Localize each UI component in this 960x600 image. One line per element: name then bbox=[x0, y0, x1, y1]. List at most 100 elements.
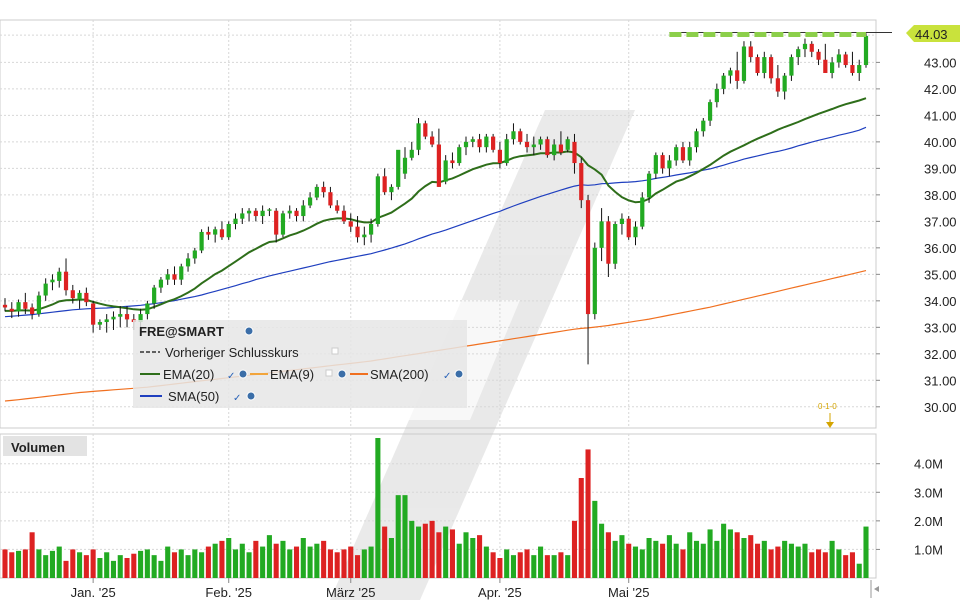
volume-bar bbox=[782, 540, 788, 578]
legend-sma200-check-icon[interactable]: ✓ bbox=[443, 371, 451, 382]
legend-prev-close-checkbox[interactable] bbox=[331, 347, 339, 355]
volume-bar bbox=[63, 560, 69, 578]
candle-body bbox=[23, 302, 28, 309]
candlesticks bbox=[2, 33, 869, 365]
candle-body bbox=[823, 59, 828, 73]
volume-bar bbox=[822, 552, 828, 578]
sma50-line bbox=[4, 126, 867, 318]
legend-ema9-checkbox[interactable] bbox=[325, 369, 333, 377]
volume-bar bbox=[524, 549, 530, 578]
candle-body bbox=[104, 319, 109, 323]
candle-body bbox=[30, 307, 35, 315]
volume-bar bbox=[266, 535, 272, 578]
legend-ema9-globe-icon[interactable] bbox=[337, 369, 347, 379]
candle-body bbox=[796, 49, 801, 58]
legend-item-ema9: EMA(9) bbox=[270, 367, 314, 382]
price-tick-label: 42.00 bbox=[924, 82, 957, 97]
candle-body bbox=[599, 221, 604, 248]
legend-ema20-check-icon[interactable]: ✓ bbox=[227, 371, 235, 382]
volume-bar bbox=[687, 532, 693, 578]
volume-bar bbox=[558, 552, 564, 578]
candle-body bbox=[63, 271, 69, 291]
candle-body bbox=[2, 304, 8, 308]
volume-panel-title: Volumen bbox=[11, 440, 65, 455]
volume-tick-label: 4.0M bbox=[914, 457, 943, 472]
volume-bar bbox=[178, 549, 184, 578]
candle-body bbox=[518, 131, 523, 142]
volume-bar bbox=[463, 532, 469, 578]
volume-bar bbox=[341, 549, 347, 578]
candle-body bbox=[857, 65, 862, 73]
volume-bar bbox=[422, 523, 428, 578]
legend-sma50-globe-icon[interactable] bbox=[246, 391, 256, 401]
volume-bar bbox=[477, 535, 483, 578]
volume-bar bbox=[22, 549, 28, 578]
price-tick-label: 33.00 bbox=[924, 320, 957, 335]
candle-body bbox=[524, 141, 530, 148]
volume-bar bbox=[714, 540, 720, 578]
legend-title: FRE@SMART bbox=[139, 324, 224, 339]
volume-bar bbox=[565, 555, 571, 578]
volume-bar bbox=[856, 563, 862, 578]
candle-body bbox=[653, 155, 658, 174]
candle-body bbox=[477, 139, 482, 148]
legend-sma200-globe-icon[interactable] bbox=[454, 369, 464, 379]
volume-bar bbox=[470, 538, 476, 578]
candle-body bbox=[633, 226, 638, 238]
volume-bar bbox=[239, 543, 245, 578]
volume-bar bbox=[517, 552, 523, 578]
volume-bar bbox=[741, 538, 747, 578]
volume-bar bbox=[97, 558, 103, 578]
volume-bar bbox=[375, 438, 381, 578]
volume-bar bbox=[49, 550, 55, 578]
volume-bar bbox=[707, 529, 713, 578]
candle-body bbox=[741, 46, 747, 81]
candle-body bbox=[538, 139, 543, 145]
candle-body bbox=[504, 139, 509, 164]
volume-bar bbox=[43, 555, 49, 578]
candle-body bbox=[775, 78, 780, 92]
volume-bar bbox=[77, 552, 83, 578]
candle-body bbox=[77, 292, 82, 300]
volume-bar bbox=[449, 529, 455, 578]
candle-body bbox=[314, 186, 319, 198]
volume-bar bbox=[388, 538, 394, 578]
price-tick-label: 34.00 bbox=[924, 294, 957, 309]
volume-bar bbox=[666, 535, 672, 578]
candle-body bbox=[646, 173, 652, 198]
candle-body bbox=[124, 314, 130, 320]
candle-body bbox=[253, 210, 258, 217]
volume-bar bbox=[273, 543, 279, 578]
volume-bar bbox=[260, 546, 266, 578]
volume-bar bbox=[843, 555, 849, 578]
candle-body bbox=[484, 136, 489, 148]
candle-body bbox=[219, 229, 225, 238]
ema20-line bbox=[5, 97, 867, 312]
volume-bar bbox=[29, 532, 35, 578]
volume-bar bbox=[443, 526, 449, 578]
last-price-tag: 44.03 bbox=[906, 25, 960, 42]
legend-sma50-check-icon[interactable]: ✓ bbox=[233, 393, 241, 404]
volume-bar bbox=[361, 549, 367, 578]
volume-bar bbox=[409, 520, 415, 578]
legend-ema20-globe-icon[interactable] bbox=[238, 369, 248, 379]
volume-bar bbox=[138, 550, 144, 578]
candle-body bbox=[667, 160, 672, 169]
candle-body bbox=[701, 120, 706, 132]
volume-bar bbox=[836, 549, 842, 578]
x-tick-label: Jan. '25 bbox=[71, 585, 116, 600]
scroll-right-icon[interactable] bbox=[870, 580, 879, 598]
volume-bar bbox=[36, 549, 42, 578]
volume-bar bbox=[483, 546, 489, 578]
volume-bar bbox=[110, 560, 117, 578]
legend-title-globe-icon[interactable] bbox=[244, 326, 254, 336]
candle-body bbox=[836, 54, 841, 63]
volume-bar bbox=[646, 538, 652, 578]
candle-body bbox=[830, 62, 835, 73]
volume-tick-label: 2.0M bbox=[914, 514, 943, 529]
volume-bar bbox=[619, 535, 625, 578]
candle-body bbox=[118, 314, 123, 317]
volume-bar bbox=[382, 526, 388, 578]
volume-bar bbox=[151, 555, 157, 578]
